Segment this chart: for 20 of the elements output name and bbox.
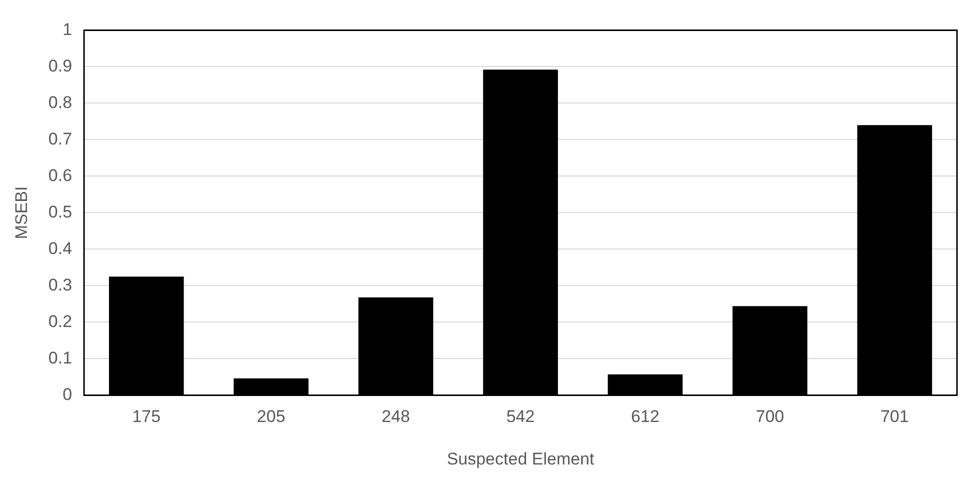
y-tick-label: 0.7 (48, 129, 72, 148)
x-tick-label: 700 (756, 407, 784, 426)
y-tick-label: 0.3 (48, 275, 72, 294)
y-tick-label: 0.2 (48, 312, 72, 331)
y-tick-label: 0.5 (48, 202, 72, 222)
y-tick-label: 0.6 (48, 166, 72, 185)
y-tick-label: 0 (62, 384, 72, 404)
y-tick-label: 0.1 (48, 348, 72, 368)
y-tick-label: 0.9 (48, 56, 72, 76)
y-axis-title: MSEBI (12, 186, 31, 240)
x-tick-label: 542 (506, 407, 535, 426)
x-tick-label: 612 (631, 407, 660, 426)
x-tick-label: 175 (132, 407, 161, 426)
x-tick-label: 248 (382, 407, 410, 426)
y-tick-label: 0.4 (48, 238, 72, 258)
y-tick-label: 1 (62, 20, 72, 39)
x-tick-label: 701 (880, 407, 909, 426)
x-tick-label: 205 (256, 407, 286, 426)
y-tick-label: 0.8 (48, 92, 72, 112)
x-axis-title: Suspected Element (446, 449, 595, 468)
